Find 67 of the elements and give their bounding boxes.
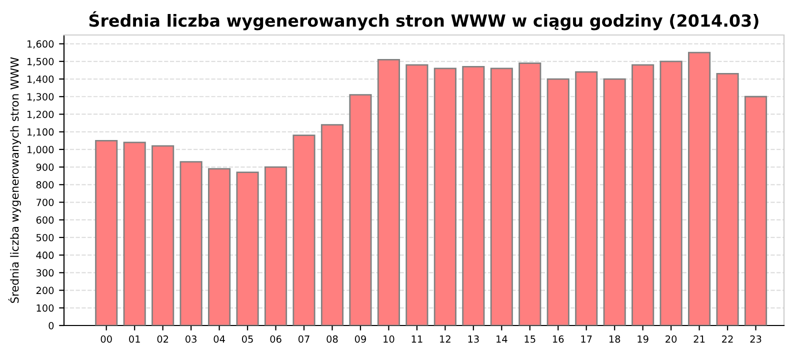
x-tick-label: 05 [242, 335, 253, 343]
x-tick-label: 10 [384, 335, 394, 343]
y-tick-label: 1,600 [28, 40, 54, 49]
x-tick-label: 08 [326, 335, 338, 343]
bar [208, 168, 231, 326]
bar [490, 68, 513, 326]
y-tick-label: 700 [36, 198, 54, 206]
bar [546, 78, 570, 326]
x-tick-label: 01 [129, 335, 140, 343]
x-tick-label: 12 [440, 335, 450, 343]
x-tick-label: 00 [100, 335, 112, 343]
y-tick-label: 600 [36, 216, 54, 224]
bar [632, 64, 654, 326]
y-tick-label: 400 [36, 252, 54, 259]
x-tick-label: 13 [468, 335, 479, 343]
y-tick-label: 1,300 [28, 93, 54, 102]
x-tick-label: 02 [157, 335, 168, 343]
y-tick-label: 900 [36, 164, 54, 171]
x-tick-label: 23 [750, 335, 762, 343]
y-tick-label: 500 [36, 234, 54, 242]
bar [744, 96, 768, 326]
bar [575, 71, 598, 326]
bar [180, 161, 202, 326]
x-tick-label: 14 [496, 336, 508, 343]
x-tick-label: 22 [722, 335, 733, 343]
x-tick-label: 15 [524, 336, 536, 343]
bar [716, 73, 739, 326]
bar [123, 142, 146, 326]
y-tick-label: 1,000 [28, 146, 54, 154]
bar [152, 145, 174, 326]
bar [434, 68, 456, 326]
y-tick-label: 300 [36, 269, 54, 277]
bar [264, 166, 288, 326]
bar [320, 124, 344, 326]
y-tick-label: 200 [36, 286, 54, 294]
y-tick-label: 1,400 [28, 75, 54, 84]
bar [462, 66, 485, 326]
x-tick-label: 21 [694, 335, 705, 343]
bar [95, 140, 118, 326]
bar [603, 78, 626, 326]
bar [377, 58, 400, 326]
y-tick-label: 1,100 [28, 128, 54, 137]
x-tick-label: 07 [298, 335, 310, 343]
y-tick-label: 1,200 [28, 110, 54, 120]
y-tick-label: 0 [48, 322, 54, 330]
x-tick-label: 09 [354, 335, 366, 343]
x-tick-label: 20 [666, 335, 677, 343]
bar [518, 62, 542, 326]
x-tick-label: 06 [270, 335, 282, 343]
x-tick-label: 04 [214, 335, 225, 343]
y-tick-label: 1,500 [28, 58, 54, 66]
y-tick-label: 100 [36, 304, 54, 312]
x-tick-label: 11 [412, 336, 422, 343]
x-tick-label: 03 [186, 335, 196, 343]
bar [292, 134, 316, 326]
bar [349, 94, 372, 326]
x-tick-label: 19 [638, 335, 648, 343]
bar [406, 64, 428, 326]
bar [660, 60, 682, 326]
y-tick-label: 800 [36, 181, 54, 188]
bar [688, 52, 711, 326]
x-tick-label: 18 [609, 335, 620, 343]
chart-title: Średnia liczba wygenerowanych stron WWW w ciągu godziny (2014.03) [89, 11, 758, 30]
bar [236, 172, 259, 326]
y-axis-title: Średnia liczba wygenerowanych stron WWW [8, 57, 21, 303]
x-tick-label: 17 [581, 336, 592, 343]
x-tick-label: 16 [553, 335, 564, 343]
